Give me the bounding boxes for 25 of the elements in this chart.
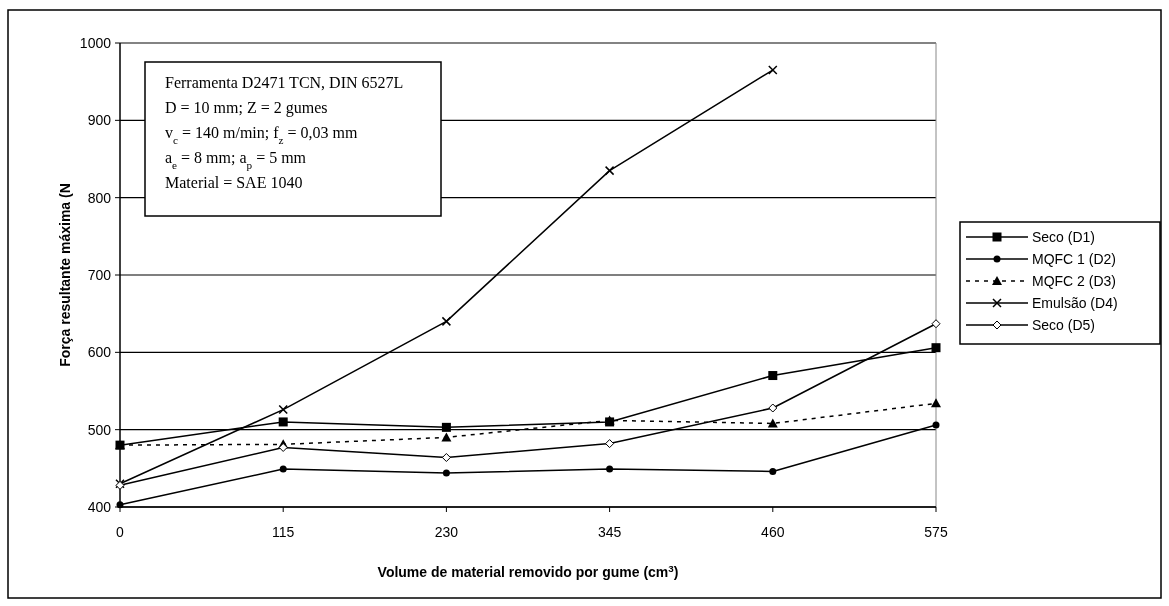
annotation: D = 10 mm; Z = 2 gumes xyxy=(165,99,328,117)
legend-label: Seco (D1) xyxy=(1032,228,1096,245)
legend-label: Emulsão (D4) xyxy=(1032,294,1118,311)
y-tick-label: 400 xyxy=(87,498,112,515)
annotation: v$_{c}$ = 140 m/min; f$_{z}$ = 0,03 mm xyxy=(165,124,358,146)
annotation: Ferramenta D2471 TCN, DIN 6527L xyxy=(165,74,404,91)
x-tick-label: 345 xyxy=(597,524,622,540)
y-tick-label: 600 xyxy=(87,344,112,361)
y-tick-label: 700 xyxy=(87,266,112,283)
y-axis-title: Força resultante máxima (N xyxy=(57,183,73,367)
x-tick-label: 230 xyxy=(434,524,459,540)
x-axis-title: Volume de material removido por gume (cm$^{3}$) xyxy=(377,562,679,580)
x-tick-label: 115 xyxy=(272,524,295,540)
x-tick-label: 575 xyxy=(924,524,948,540)
legend-label: MQFC 2 (D3) xyxy=(1032,272,1116,289)
legend-label: MQFC 1 (D2) xyxy=(1032,250,1116,267)
annotation: Material = SAE 1040 xyxy=(165,174,303,191)
y-tick-label: 900 xyxy=(87,112,112,129)
annotation: a$_{e}$ = 8 mm; a$_{p}$ = 5 mm xyxy=(165,149,307,171)
y-tick-label: 500 xyxy=(87,421,112,438)
y-tick-label: 800 xyxy=(87,189,112,206)
x-tick-label: 0 xyxy=(116,524,125,540)
legend-label: Seco (D5) xyxy=(1032,316,1096,333)
x-tick-label: 460 xyxy=(761,524,785,540)
y-tick-label: 1000 xyxy=(79,34,112,51)
